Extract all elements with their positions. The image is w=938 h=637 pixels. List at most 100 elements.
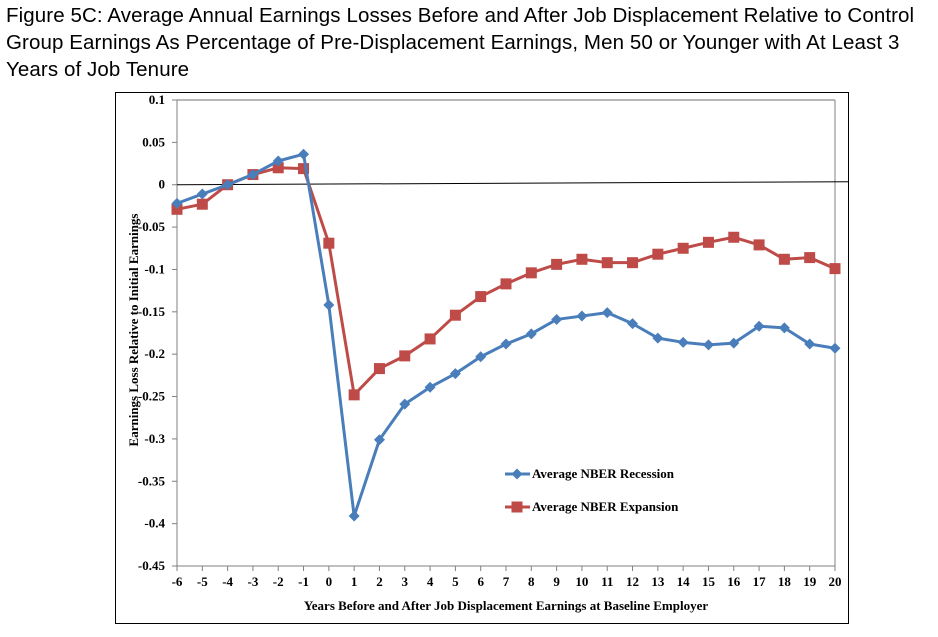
data-point (272, 155, 284, 167)
y-tick-label: -0.3 (144, 431, 165, 446)
x-tick-label: 1 (351, 574, 358, 589)
x-tick-label: -5 (197, 574, 208, 589)
data-point (677, 242, 689, 254)
data-point (778, 322, 790, 334)
x-tick-label: 13 (651, 574, 665, 589)
y-tick-label: 0.1 (149, 92, 165, 107)
data-point (298, 148, 310, 160)
data-point (728, 231, 740, 243)
data-point (348, 389, 360, 401)
data-point (500, 278, 512, 290)
x-tick-label: 16 (727, 574, 741, 589)
zero-line (176, 181, 850, 186)
data-point (373, 363, 385, 375)
data-point (778, 253, 790, 265)
y-tick-label: -0.15 (138, 304, 166, 319)
data-point (627, 318, 639, 330)
x-tick-label: 11 (601, 574, 613, 589)
y-tick-label: -0.2 (144, 346, 165, 361)
data-point (652, 332, 664, 344)
data-point (804, 252, 816, 264)
x-tick-label: 8 (528, 574, 535, 589)
x-tick-label: 20 (829, 574, 842, 589)
data-point (702, 236, 714, 248)
y-tick-label: 0.05 (142, 134, 165, 149)
data-point (601, 257, 613, 269)
data-point (449, 309, 461, 321)
x-tick-label: 18 (778, 574, 792, 589)
data-point (576, 253, 588, 265)
data-point (373, 434, 385, 446)
y-tick-label: -0.45 (138, 558, 166, 573)
x-tick-label: -6 (172, 574, 183, 589)
y-tick-label: -0.1 (144, 261, 165, 276)
data-point (525, 267, 537, 279)
x-tick-label: 7 (503, 574, 510, 589)
data-point (298, 163, 310, 175)
data-point (677, 336, 689, 348)
data-point (272, 162, 284, 174)
data-point (652, 248, 664, 260)
x-tick-label: 9 (553, 574, 560, 589)
data-point (829, 342, 841, 354)
data-point (196, 188, 208, 200)
x-tick-label: 10 (575, 574, 588, 589)
x-tick-label: -4 (222, 574, 233, 589)
data-point (475, 291, 487, 303)
x-tick-label: 19 (803, 574, 817, 589)
data-point (804, 338, 816, 350)
series-square (171, 162, 841, 401)
x-tick-label: 12 (626, 574, 639, 589)
data-point (424, 381, 436, 393)
x-tick-label: 6 (477, 574, 484, 589)
y-tick-label: -0.05 (138, 219, 166, 234)
y-tick-label: -0.35 (138, 473, 166, 488)
x-tick-label: 3 (402, 574, 409, 589)
data-point (171, 197, 183, 209)
series-line (176, 152, 836, 518)
data-point (627, 257, 639, 269)
data-point (196, 198, 208, 210)
x-axis-label: Years Before and After Job Displacement … (304, 598, 709, 613)
data-point (728, 337, 740, 349)
figure-title: Figure 5C: Average Annual Earnings Losse… (6, 4, 915, 81)
data-point (475, 351, 487, 363)
y-axis-label: Earnings Loss Relative to Initial Earnin… (126, 214, 141, 447)
y-tick-label: -0.25 (138, 389, 166, 404)
series-diamond (171, 148, 841, 522)
data-point (323, 237, 335, 249)
x-tick-label: 14 (677, 574, 691, 589)
data-point (348, 510, 360, 522)
x-tick-label: -1 (298, 574, 309, 589)
data-point (247, 169, 259, 181)
x-tick-label: 5 (452, 574, 459, 589)
data-point (511, 468, 523, 480)
y-tick-label: 0 (159, 177, 166, 192)
legend-label: Average NBER Recession (532, 466, 675, 481)
x-tick-label: 15 (702, 574, 716, 589)
x-tick-label: 17 (753, 574, 767, 589)
data-point (829, 263, 841, 275)
data-point (551, 313, 563, 325)
x-tick-label: 4 (427, 574, 434, 589)
data-point (511, 501, 523, 513)
data-point (753, 320, 765, 332)
y-tick-label: -0.4 (144, 516, 165, 531)
x-tick-label: 2 (376, 574, 383, 589)
data-point (399, 398, 411, 410)
data-point (753, 239, 765, 251)
data-point (424, 333, 436, 345)
data-point (525, 328, 537, 340)
x-tick-label: -2 (273, 574, 284, 589)
data-point (576, 310, 588, 322)
data-point (323, 299, 335, 311)
data-point (449, 368, 461, 380)
data-point (601, 307, 613, 319)
chart-frame (115, 92, 849, 624)
data-point (500, 338, 512, 350)
x-tick-label: -3 (248, 574, 259, 589)
data-point (702, 339, 714, 351)
data-point (222, 179, 234, 191)
data-point (171, 203, 183, 215)
